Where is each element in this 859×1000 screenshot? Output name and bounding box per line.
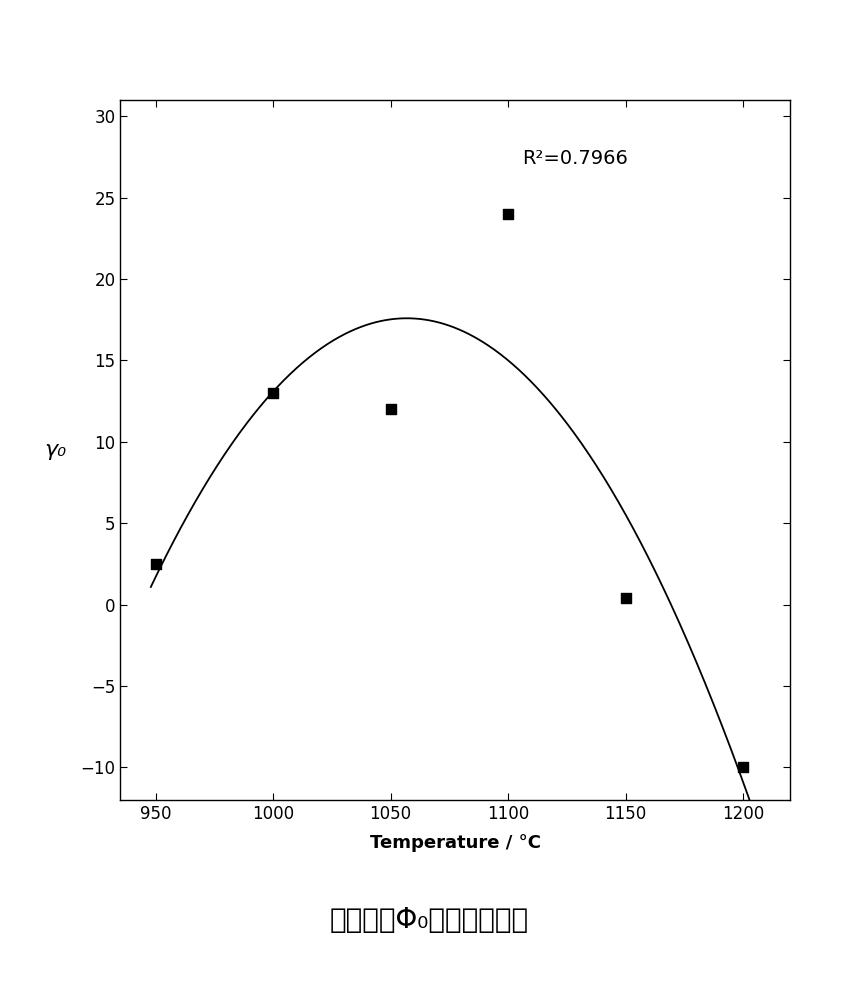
Point <box>618 590 632 606</box>
Y-axis label: γ₀: γ₀ <box>45 440 66 460</box>
X-axis label: Temperature / °C: Temperature / °C <box>369 834 541 852</box>
Point <box>736 759 750 775</box>
Text: R²=0.7966: R²=0.7966 <box>522 149 628 168</box>
Text: 参数初相Φ₀与温度的关系: 参数初相Φ₀与温度的关系 <box>330 906 529 934</box>
Point <box>149 556 162 572</box>
Point <box>384 401 398 417</box>
Point <box>266 385 280 401</box>
Point <box>502 206 515 222</box>
